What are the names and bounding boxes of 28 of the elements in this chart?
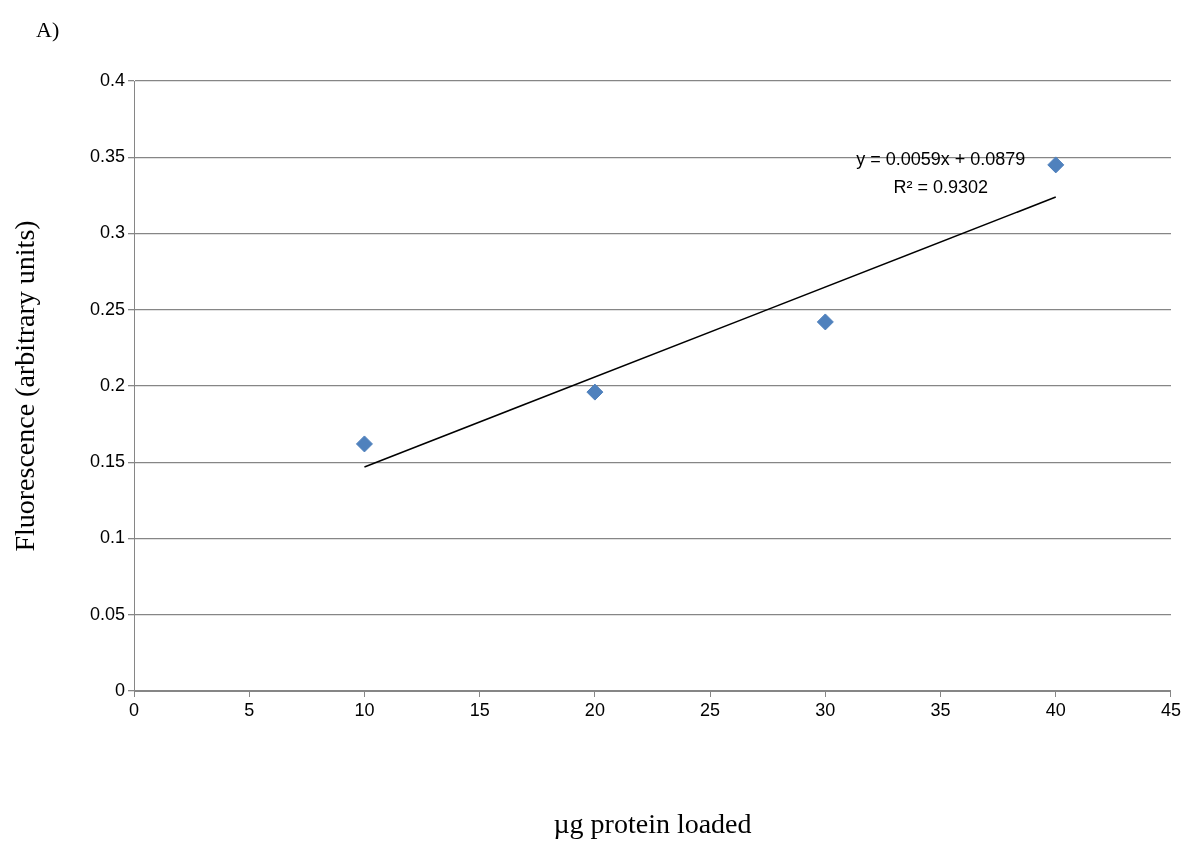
x-tick-label: 35 [930,699,951,720]
annotation: y = 0.0059x + 0.0879 [856,149,1026,170]
y-tick-label: 0.25 [89,298,125,319]
point [586,383,604,401]
x-tick-label: 10 [354,699,375,720]
x-tick-label: 45 [1160,699,1181,720]
y-axis-title: Fluorescence (arbitrary units) [9,220,41,552]
annotation: R² = 0.9302 [893,177,989,198]
y-tick-label: 0.3 [99,222,125,243]
y-tick-label: 0 [114,679,125,700]
point [816,313,834,331]
point [355,435,373,453]
x-tick-label: 25 [700,699,721,720]
y-tick-label: 0.2 [99,374,125,395]
y-tick-label: 0.15 [89,451,125,472]
x-tick-label: 0 [128,699,140,720]
x-tick-label: 30 [815,699,836,720]
y-tick-label: 0.35 [89,146,125,167]
x-tick-label: 20 [584,699,605,720]
chart-title: A) [36,16,60,42]
x-axis-title: µg protein loaded [553,807,752,839]
x-tick-label: 5 [244,699,255,720]
y-tick-label: 0.05 [89,603,125,624]
y-tick-label: 0.4 [99,69,125,90]
x-tick-label: 40 [1045,699,1066,720]
x-tick-label: 15 [469,699,490,720]
y-tick-label: 0.1 [99,527,125,548]
point [1047,156,1065,174]
